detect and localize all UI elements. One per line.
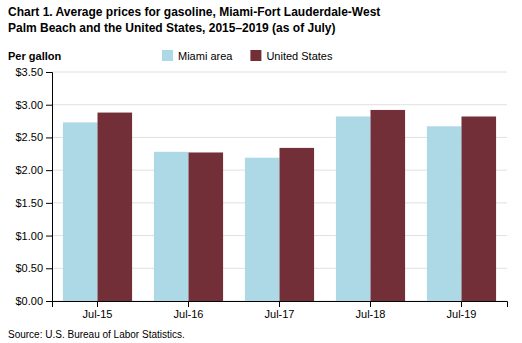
tick-mark (97, 301, 98, 307)
title: Chart 1. Average prices for gasoline, Mi… (8, 5, 380, 19)
chart: Chart 1. Average prices for gasoline, Mi… (0, 0, 522, 343)
tick-label: $3.50 (15, 66, 43, 78)
tick-label: Jul-19 (447, 308, 477, 320)
tick-mark (46, 137, 52, 138)
tick-label: $3.00 (15, 99, 43, 111)
tick-mark (461, 301, 462, 307)
tick: $0.00 (15, 295, 52, 307)
legend-item: Miami area (162, 50, 233, 62)
tick-label: Jul-16 (174, 308, 204, 320)
bar (98, 113, 133, 301)
bar (427, 126, 462, 301)
grid-line (52, 104, 507, 105)
legend: Miami area United States (162, 50, 333, 62)
tick: Jul-16 (174, 301, 204, 320)
tick-mark (188, 301, 189, 307)
tick-mark (46, 236, 52, 237)
bar (63, 122, 98, 301)
axis-line (53, 302, 508, 308)
tick-mark (46, 203, 52, 204)
tick: Jul-19 (447, 301, 477, 320)
tick-mark (46, 72, 52, 73)
tick: $0.50 (15, 262, 52, 274)
tick-mark (46, 301, 52, 302)
bar (154, 152, 189, 301)
bar (280, 148, 315, 301)
x-axis: Jul-15 Jul-16 Jul-17 Jul-18 Jul-19 (53, 301, 508, 320)
tick: $3.50 (15, 66, 52, 78)
tick-label: $1.00 (15, 230, 43, 242)
legend-item: United States (250, 50, 333, 62)
legend-swatch (162, 50, 173, 61)
tick-label: Jul-15 (83, 308, 113, 320)
tick: Jul-17 (265, 301, 295, 320)
tick: Jul-18 (356, 301, 386, 320)
tick-label: Jul-17 (265, 308, 295, 320)
tick-label: $2.50 (15, 131, 43, 143)
tick-mark (370, 301, 371, 307)
tick-label: $1.50 (15, 197, 43, 209)
tick: $3.00 (15, 99, 52, 111)
tick-label: $0.50 (15, 262, 43, 274)
bar (189, 152, 224, 301)
tick-mark (46, 170, 52, 171)
y-axis: $0.00 $0.50 $1.00 $1.50 $2.00 $2.50 $3.00 $3.50 (15, 66, 52, 307)
tick-label: Jul-18 (356, 308, 386, 320)
legend-label: Miami area (178, 50, 233, 62)
source: Source: U.S. Bureau of Labor Statistics. (8, 329, 185, 340)
tick-label: $2.00 (15, 164, 43, 176)
tick-label: $0.00 (15, 295, 43, 307)
tick: Jul-15 (83, 301, 113, 320)
subtitle: Palm Beach and the United States, 2015–2… (8, 21, 335, 35)
bars (63, 110, 496, 301)
legend-label: United States (266, 50, 333, 62)
tick-mark (279, 301, 280, 307)
bar (462, 116, 497, 301)
tick: $1.50 (15, 197, 52, 209)
y-axis-title: Per gallon (8, 50, 61, 62)
bar (336, 116, 371, 301)
plot: $0.00 $0.50 $1.00 $1.50 $2.00 $2.50 $3.00 $3.50… (15, 66, 507, 320)
tick-mark (46, 105, 52, 106)
bar (245, 158, 280, 301)
tick-mark (46, 268, 52, 269)
series (98, 110, 497, 301)
bar (371, 110, 406, 301)
tick: $1.00 (15, 230, 52, 242)
tick: $2.50 (15, 131, 52, 143)
tick: $2.00 (15, 164, 52, 176)
legend-swatch (250, 50, 261, 61)
axis-line (46, 73, 53, 302)
grid-line (52, 72, 507, 73)
grid (52, 72, 507, 301)
